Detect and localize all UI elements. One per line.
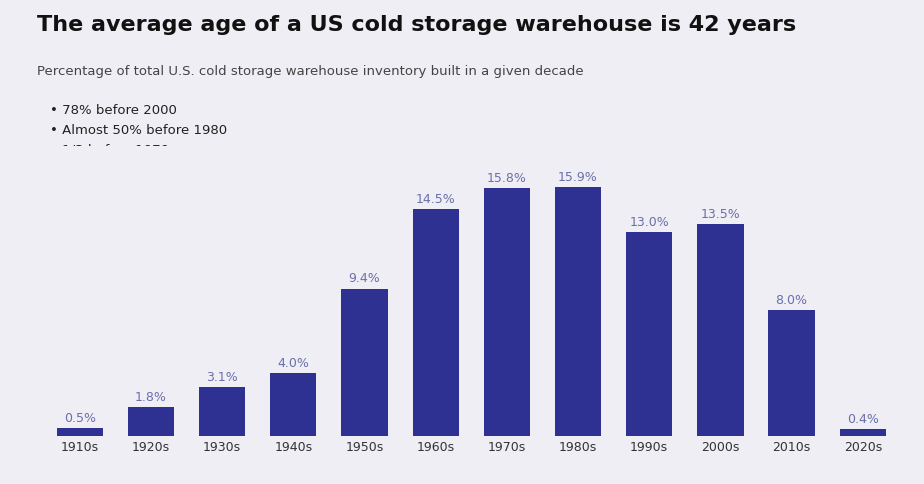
Text: 3.1%: 3.1%: [206, 371, 238, 384]
Bar: [412, 209, 459, 436]
Text: 13.5%: 13.5%: [700, 208, 740, 221]
Text: 14.5%: 14.5%: [416, 193, 456, 206]
Text: 15.8%: 15.8%: [487, 172, 527, 185]
Bar: [270, 373, 316, 436]
Bar: [840, 429, 886, 436]
Bar: [769, 310, 815, 436]
Text: • 78% before 2000: • 78% before 2000: [50, 104, 176, 117]
Text: 0.5%: 0.5%: [64, 412, 96, 424]
Bar: [199, 387, 245, 436]
Text: 4.0%: 4.0%: [277, 357, 310, 370]
Text: The average age of a US cold storage warehouse is 42 years: The average age of a US cold storage war…: [37, 15, 796, 34]
Bar: [698, 225, 744, 436]
Text: 0.4%: 0.4%: [847, 413, 879, 426]
Text: Percentage of total U.S. cold storage warehouse inventory built in a given decad: Percentage of total U.S. cold storage wa…: [37, 64, 584, 77]
Bar: [341, 288, 387, 436]
Bar: [483, 188, 530, 436]
Text: 1.8%: 1.8%: [135, 391, 167, 404]
Text: • 1/3 before 1970: • 1/3 before 1970: [50, 143, 169, 156]
Text: 15.9%: 15.9%: [558, 171, 598, 183]
Text: 13.0%: 13.0%: [629, 216, 669, 229]
Bar: [56, 428, 103, 436]
Text: • Almost 50% before 1980: • Almost 50% before 1980: [50, 124, 227, 137]
Bar: [555, 187, 602, 436]
Text: 8.0%: 8.0%: [775, 294, 808, 307]
Bar: [128, 408, 174, 436]
Bar: [626, 232, 673, 436]
Text: 9.4%: 9.4%: [348, 272, 381, 286]
